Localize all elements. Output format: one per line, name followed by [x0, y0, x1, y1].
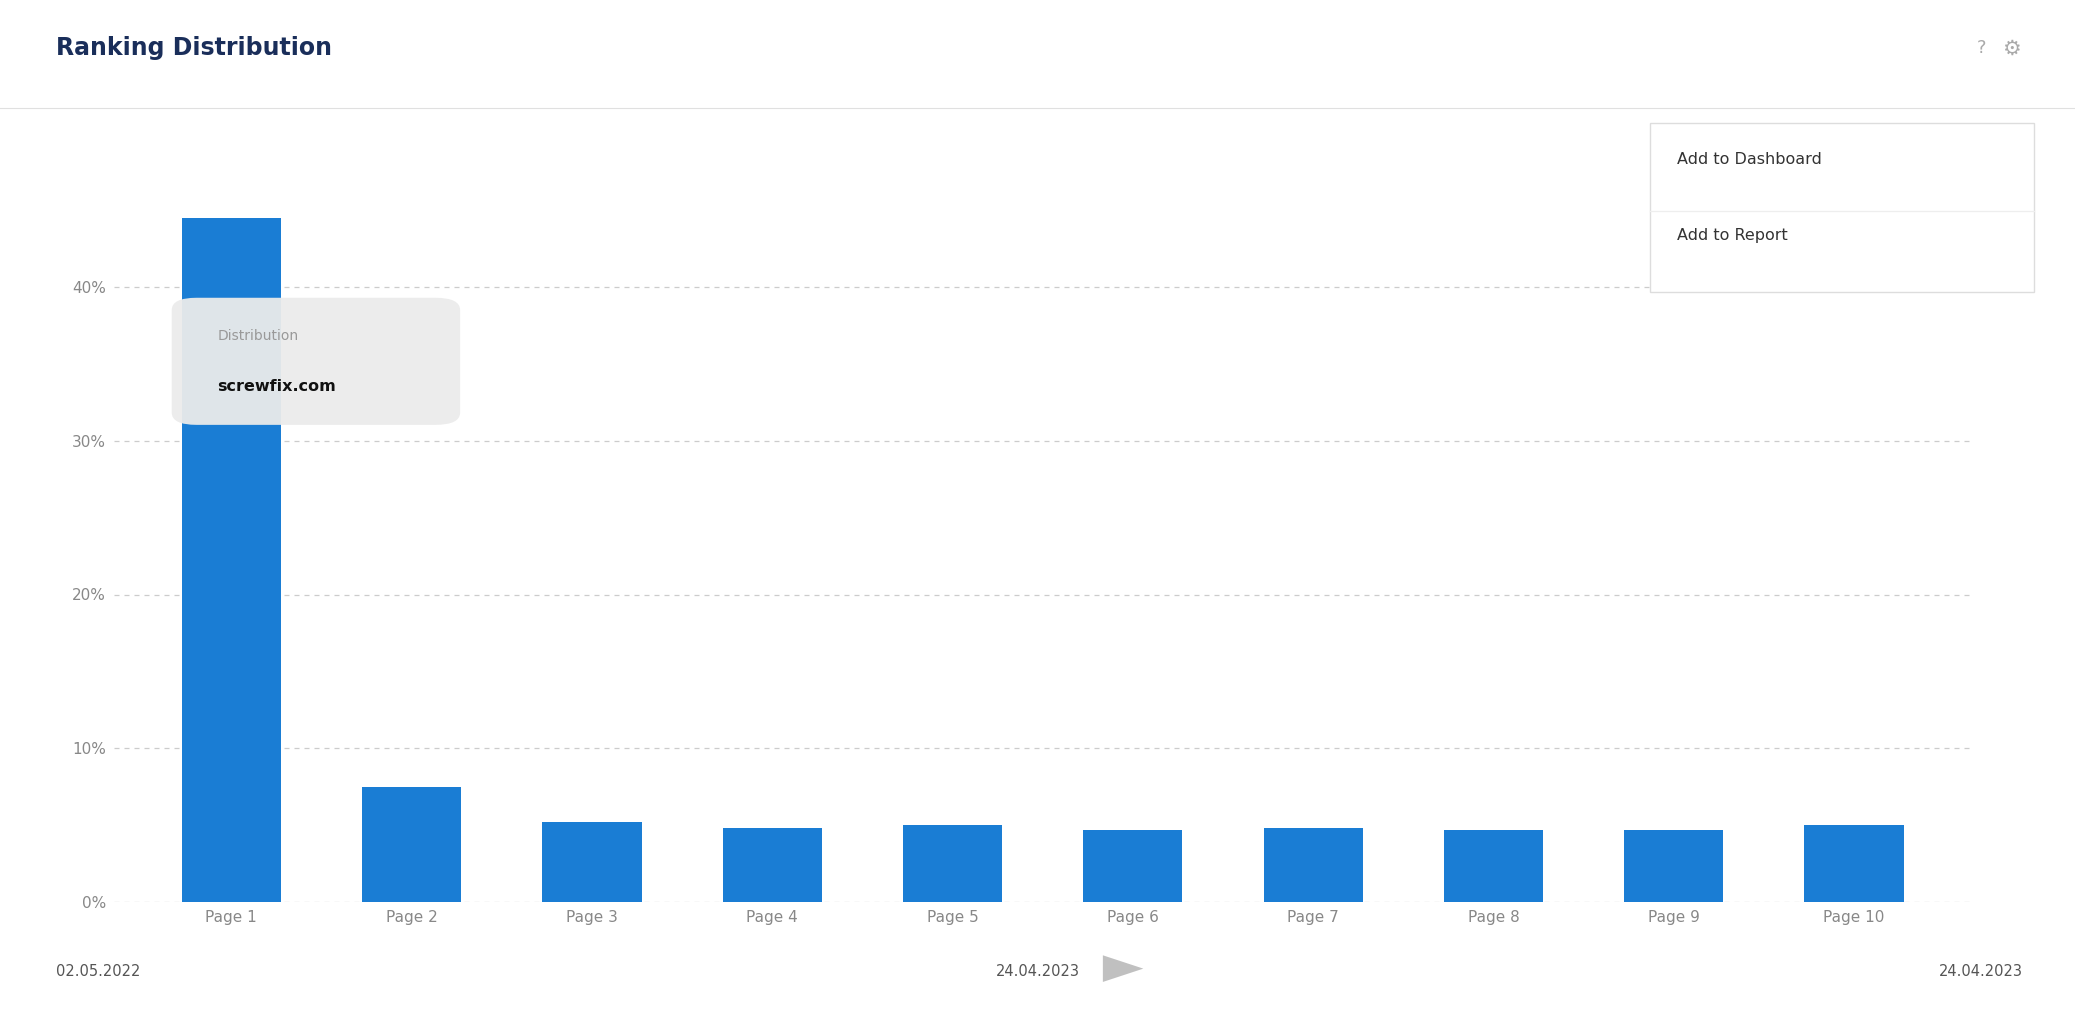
- Bar: [1805, 825, 1903, 902]
- Bar: [183, 218, 280, 902]
- Text: Add to Report: Add to Report: [1677, 229, 1787, 243]
- Text: 24.04.2023: 24.04.2023: [1940, 964, 2023, 979]
- Bar: [1444, 830, 1544, 902]
- Bar: [903, 825, 1002, 902]
- Text: ⚙: ⚙: [2002, 39, 2021, 59]
- Bar: [1083, 830, 1183, 902]
- Bar: [722, 828, 822, 902]
- Text: Ranking Distribution: Ranking Distribution: [56, 36, 332, 59]
- Text: 24.04.2023: 24.04.2023: [996, 964, 1079, 979]
- Bar: [1625, 830, 1724, 902]
- Text: Add to Dashboard: Add to Dashboard: [1677, 152, 1822, 167]
- Text: ?: ?: [1975, 39, 1986, 57]
- Text: screwfix.com: screwfix.com: [218, 379, 336, 395]
- Bar: [542, 822, 641, 902]
- Bar: [361, 787, 461, 902]
- Bar: [1264, 828, 1363, 902]
- Text: 02.05.2022: 02.05.2022: [56, 964, 141, 979]
- Text: Distribution: Distribution: [218, 329, 299, 342]
